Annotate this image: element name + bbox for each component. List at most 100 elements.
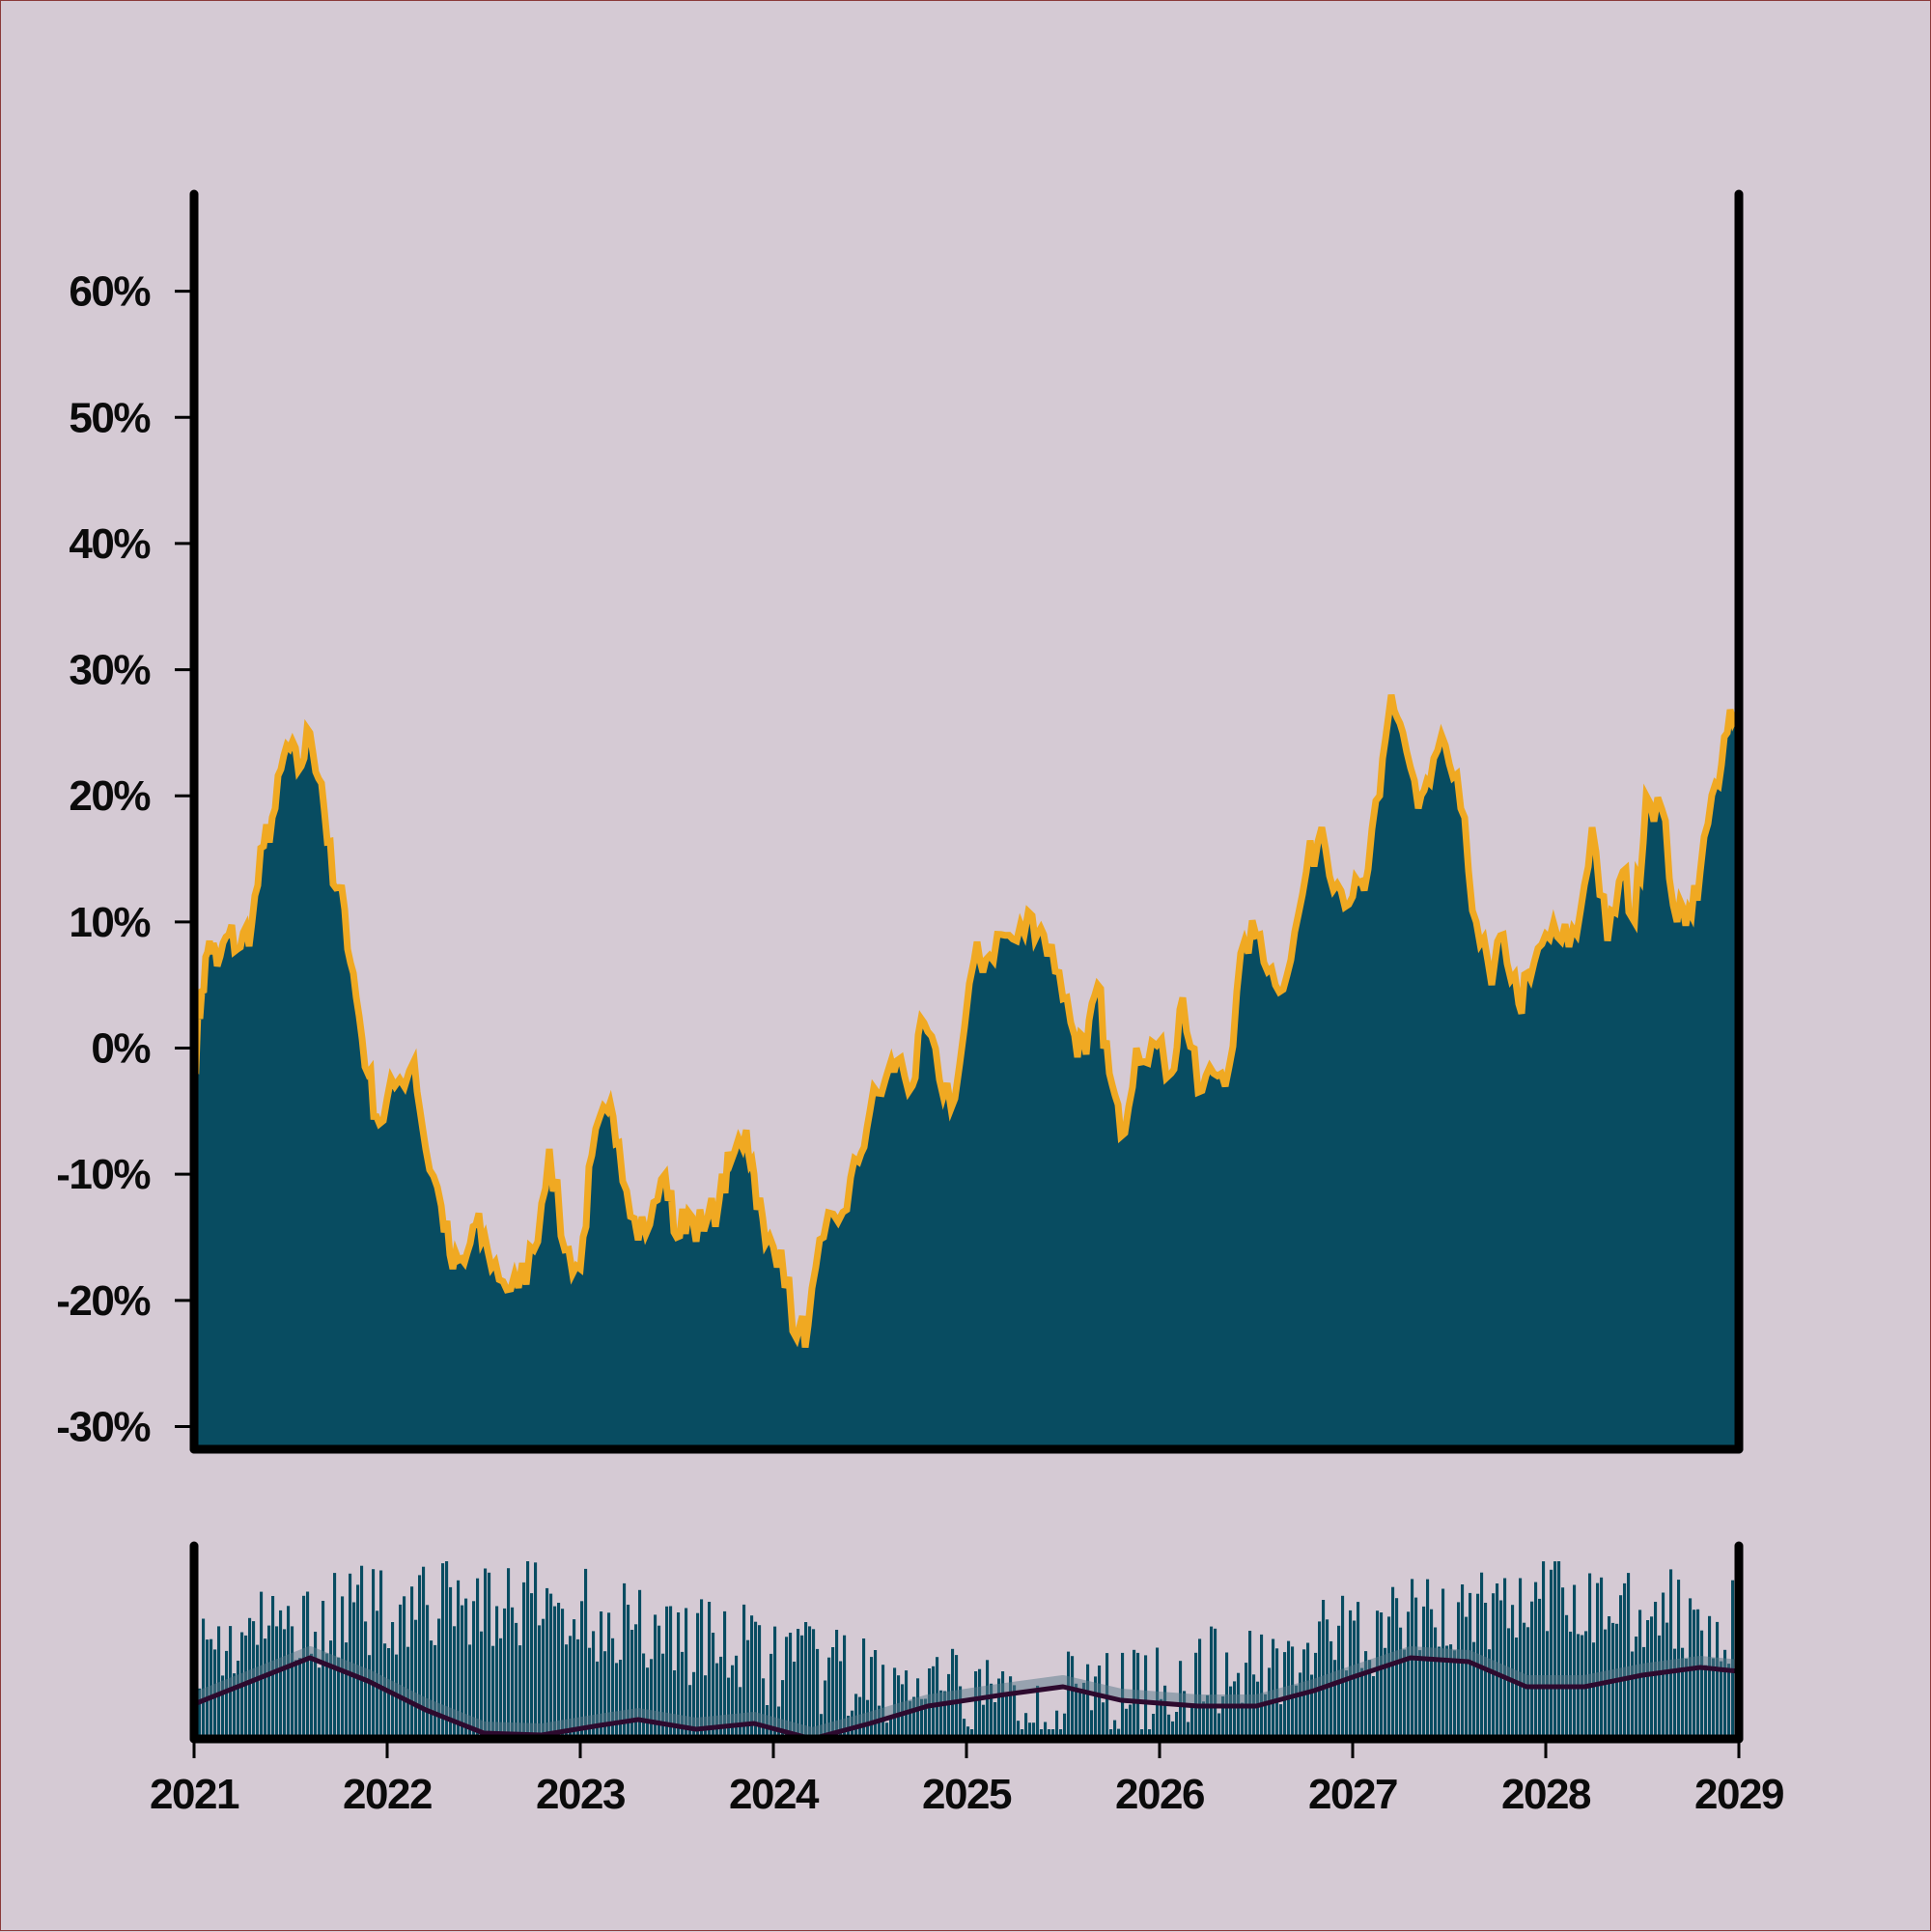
volume-bar <box>356 1584 360 1739</box>
volume-bar <box>1221 1696 1225 1739</box>
volume-bar <box>1048 1729 1051 1739</box>
volume-bar <box>1646 1620 1650 1739</box>
volume-bar <box>298 1658 302 1739</box>
volume-bar <box>1071 1656 1075 1739</box>
volume-bar <box>1685 1658 1689 1739</box>
volume-bar <box>1364 1651 1368 1739</box>
volume-bar <box>1353 1620 1357 1739</box>
volume-bar <box>870 1657 874 1739</box>
volume-bar <box>885 1722 889 1739</box>
volume-bar <box>600 1611 603 1739</box>
volume-bar <box>1090 1710 1094 1739</box>
volume-bar <box>627 1605 630 1739</box>
volume-bar <box>1260 1634 1264 1739</box>
volume-bar <box>538 1625 542 1739</box>
volume-bar <box>1507 1628 1511 1739</box>
main-axes: -30% -20% -10% 0% 10% 20% 30% 40% 50% 60% <box>56 189 1744 1454</box>
volume-bar <box>596 1661 600 1739</box>
volume-bar <box>727 1677 731 1739</box>
volume-bar <box>1256 1681 1260 1739</box>
volume-bar <box>368 1655 372 1739</box>
volume-bar <box>607 1612 611 1739</box>
volume-bar <box>1658 1635 1662 1739</box>
volume-bar <box>1233 1681 1237 1739</box>
volume-bar <box>391 1622 395 1739</box>
volume-bar <box>924 1698 928 1739</box>
volume-bar <box>1457 1602 1461 1739</box>
volume-bar <box>449 1586 453 1739</box>
price-area-plot <box>192 694 1741 1449</box>
volume-bar <box>688 1685 692 1739</box>
volume-bar <box>1175 1712 1179 1739</box>
volume-bar <box>982 1704 986 1739</box>
volume-bar <box>835 1630 839 1739</box>
volume-bar <box>1631 1651 1635 1739</box>
volume-bar <box>1650 1616 1654 1739</box>
volume-bar <box>1488 1649 1492 1739</box>
x-tick-label: 2025 <box>922 1771 1012 1818</box>
volume-bar <box>422 1566 426 1739</box>
volume-axes: 2021 2022 2023 2024 2025 2026 2027 2028 2029 <box>150 1541 1784 1818</box>
volume-bar <box>1530 1601 1534 1739</box>
volume-bar <box>283 1629 287 1739</box>
volume-bar <box>461 1605 464 1739</box>
volume-bar <box>511 1607 515 1739</box>
volume-bar <box>1380 1612 1384 1739</box>
volume-bar <box>1445 1645 1449 1739</box>
volume-bar <box>1272 1638 1275 1739</box>
volume-bar <box>882 1665 885 1739</box>
volume-bar <box>1438 1646 1441 1739</box>
volume-bar <box>549 1593 553 1739</box>
volume-bar <box>322 1601 325 1739</box>
x-tick-label: 2021 <box>150 1771 239 1818</box>
volume-bar <box>1067 1651 1071 1739</box>
volume-bar <box>1407 1611 1411 1739</box>
volume-bar <box>530 1593 534 1739</box>
volume-bar <box>318 1667 322 1739</box>
y-tick-label: 50% <box>69 394 150 441</box>
volume-bar <box>1414 1597 1418 1739</box>
volume-bar <box>1206 1694 1210 1739</box>
volume-bar <box>735 1655 739 1739</box>
volume-bar <box>1345 1670 1349 1739</box>
volume-bar <box>588 1647 592 1739</box>
volume-bar <box>1696 1609 1700 1739</box>
volume-bar <box>1700 1630 1704 1739</box>
volume-bar <box>1712 1658 1716 1739</box>
volume-bar <box>1642 1646 1646 1739</box>
volume-bar <box>279 1610 283 1739</box>
volume-bar <box>889 1717 893 1739</box>
volume-bar <box>623 1582 627 1739</box>
volume-bar <box>773 1626 777 1739</box>
volume-bar <box>634 1624 638 1739</box>
volume-bar <box>1515 1638 1519 1739</box>
volume-bar <box>1557 1561 1561 1739</box>
volume-bar <box>1086 1664 1090 1739</box>
volume-bar <box>862 1638 866 1739</box>
volume-bar <box>445 1561 449 1739</box>
volume-bar <box>1129 1704 1133 1739</box>
volume-bar <box>611 1638 615 1739</box>
volume-bar <box>1472 1641 1476 1739</box>
price-area-fill <box>194 694 1739 1449</box>
volume-bar <box>503 1608 507 1739</box>
volume-bar <box>947 1673 951 1739</box>
volume-bar <box>692 1671 696 1739</box>
volume-bar <box>758 1625 762 1739</box>
volume-bar <box>1028 1722 1032 1739</box>
volume-smooth-line <box>193 1655 1740 1742</box>
volume-bar <box>221 1675 225 1739</box>
volume-bar <box>1553 1561 1557 1739</box>
volume-bar <box>426 1605 430 1739</box>
volume-bar <box>1198 1638 1202 1739</box>
volume-bar <box>1140 1729 1144 1739</box>
volume-bar <box>1693 1610 1696 1739</box>
volume-bar <box>522 1582 526 1739</box>
volume-bar <box>1399 1627 1403 1739</box>
volume-bar <box>1202 1701 1206 1739</box>
volume-bar <box>573 1619 576 1739</box>
volume-bar <box>1094 1676 1098 1739</box>
volume-bar <box>650 1659 654 1739</box>
volume-bar <box>1032 1722 1036 1739</box>
volume-bar <box>1001 1671 1005 1739</box>
